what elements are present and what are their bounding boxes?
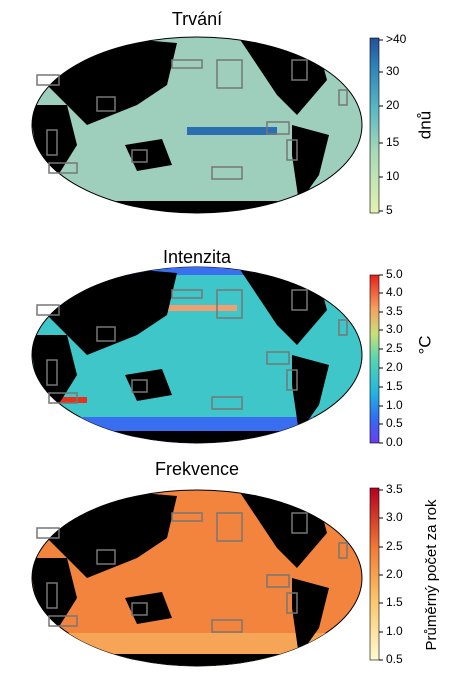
tick-label: 2.5 <box>386 341 403 355</box>
tick-label: 0.5 <box>386 416 403 430</box>
colorbar-label: °C <box>415 335 434 354</box>
tick-label: 5.0 <box>386 267 403 281</box>
colorbar <box>369 37 380 214</box>
colorbar <box>369 487 380 661</box>
panel: Frekvence 3.5 3.0 2.5 2.0 1.5 1.0 0.5 Průměrný… <box>31 459 440 667</box>
tick-label: 2.0 <box>386 360 403 374</box>
tick-label: 1.0 <box>386 398 403 412</box>
tick-label: 3.0 <box>386 322 403 336</box>
map <box>31 489 363 667</box>
tick-label: 2.0 <box>386 567 403 581</box>
tick-label: 4.0 <box>386 285 403 299</box>
colorbar-ticks: 5.0 4.0 3.5 3.0 2.5 2.0 1.5 1.0 0.5 0.0 <box>379 267 403 449</box>
colorbar-ticks: >40 30 20 15 10 5 <box>379 32 407 217</box>
panel-title: Trvání <box>172 9 222 29</box>
tick-label: >40 <box>386 32 407 46</box>
hotspot <box>157 305 237 311</box>
tick-label: 3.5 <box>386 304 403 318</box>
map <box>31 36 363 214</box>
tick-label: 20 <box>386 98 400 112</box>
tick-label: 15 <box>386 135 400 149</box>
tick-label: 3.5 <box>386 482 403 496</box>
tick-label: 1.0 <box>386 624 403 638</box>
tick-label: 0.5 <box>386 652 403 666</box>
panel-title: Intenzita <box>163 247 232 267</box>
colorbar-label: dnů <box>415 111 434 139</box>
panel: Trvání >40 30 20 15 10 5 dnů <box>31 9 434 217</box>
tick-label: 10 <box>386 169 400 183</box>
tick-label: 1.5 <box>386 379 403 393</box>
panel-title: Frekvence <box>155 459 239 479</box>
tick-label: 1.5 <box>386 595 403 609</box>
panel: Intenzita 5.0 4.0 3.5 3.0 2.5 2.0 1.5 1.0 0.5 0.0… <box>31 247 434 449</box>
tick-label: 0.0 <box>386 435 403 449</box>
hotspot <box>187 127 277 135</box>
colorbar-ticks: 3.5 3.0 2.5 2.0 1.5 1.0 0.5 <box>379 482 403 666</box>
tick-label: 2.5 <box>386 539 403 553</box>
polar-sea <box>32 267 362 275</box>
map <box>31 266 363 444</box>
tick-label: 30 <box>386 64 400 78</box>
tick-label: 3.0 <box>386 510 403 524</box>
colorbar-label: Průměrný počet za rok <box>423 499 440 650</box>
tick-label: 5 <box>386 203 393 217</box>
hotspot <box>47 397 87 403</box>
colorbar <box>369 274 380 444</box>
